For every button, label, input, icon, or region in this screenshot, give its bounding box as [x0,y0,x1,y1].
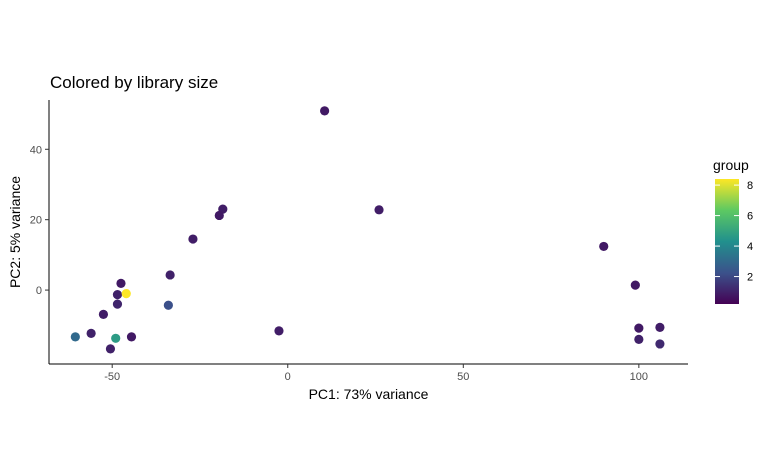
x-axis-title: PC1: 73% variance [309,386,429,402]
legend-colorbar [715,179,739,304]
y-axis-title: PC2: 5% variance [7,176,23,288]
data-point [655,322,665,332]
x-tick-label: -50 [104,371,120,383]
legend-title: group [713,157,749,173]
data-point [655,339,665,349]
x-ticks: -50 0 50 100 [104,364,648,383]
x-tick-label: 100 [630,371,648,383]
legend-ticks: 2 4 6 8 [715,180,753,284]
data-point [112,299,123,309]
data-point [630,280,640,290]
data-point [86,328,96,338]
chart-title: Colored by library size [50,73,218,92]
data-point [121,289,131,299]
data-point [163,300,173,310]
data-point [634,323,644,333]
data-point [599,241,609,252]
data-point [165,270,175,280]
x-tick-label: 50 [457,371,469,383]
y-tick-label: 40 [30,144,42,156]
data-point [634,334,644,344]
legend-tick-label: 2 [747,272,753,284]
y-tick-label: 0 [36,285,42,297]
x-tick-label: 0 [285,371,291,383]
data-point [188,234,198,244]
data-points [70,106,665,354]
data-point [111,333,121,343]
legend-tick-label: 6 [747,211,753,223]
data-point [112,290,123,300]
legend: group 2 4 6 8 [713,157,753,304]
y-ticks: 0 20 40 [30,144,49,297]
axes [48,100,688,365]
legend-tick-label: 8 [747,180,753,192]
data-point [70,332,80,342]
data-point [105,344,116,354]
data-point [274,326,284,336]
data-point [374,205,384,215]
legend-tick-label: 4 [747,241,753,253]
data-point [214,210,224,221]
data-point [98,309,109,319]
data-point [126,332,137,342]
data-point [116,278,126,288]
y-tick-label: 20 [30,215,42,227]
data-point [320,106,330,116]
